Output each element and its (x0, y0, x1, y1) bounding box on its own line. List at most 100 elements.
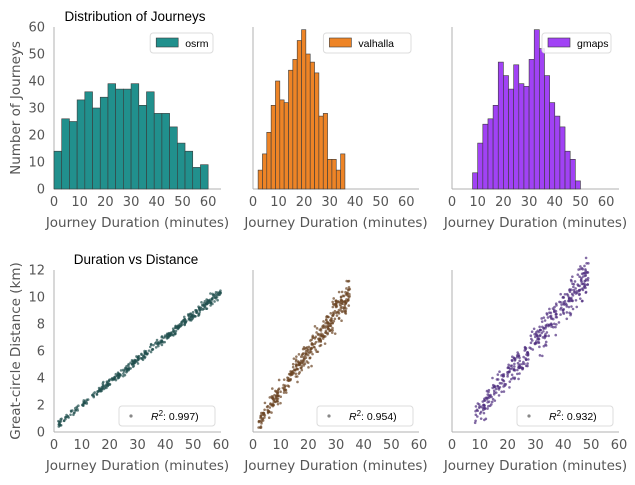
scatter-point (205, 302, 208, 306)
scatter-point (267, 416, 271, 419)
scatter-point (580, 282, 584, 286)
scatter-point (167, 335, 170, 339)
histogram-bar (513, 64, 520, 190)
scatter-point (523, 362, 526, 366)
scatter-point (512, 356, 516, 360)
scatter-point (532, 327, 536, 331)
scatter-point (549, 311, 553, 315)
scatter-point (337, 310, 340, 314)
scatter-point (149, 342, 153, 346)
x-tick-label: 60 (411, 438, 428, 453)
scatter-point (313, 325, 317, 328)
scatter-point (259, 416, 262, 420)
scatter-point (567, 305, 571, 309)
x-tick-label: 10 (71, 195, 88, 210)
scatter-point (199, 306, 202, 309)
scatter-point (537, 330, 541, 334)
scatter-point (584, 268, 587, 271)
scatter-point (146, 352, 149, 355)
scatter-point (521, 362, 524, 366)
histogram-bar (472, 172, 478, 190)
scatter-point (73, 411, 76, 414)
scatter-point (210, 298, 214, 301)
x-tick-label: 0 (448, 195, 456, 210)
scatter-point (270, 403, 274, 407)
scatter-point (324, 324, 328, 328)
scatter-point (261, 417, 265, 421)
scatter-point (484, 396, 488, 400)
scatter-point (474, 409, 477, 413)
histogram-bar (270, 105, 276, 190)
scatter-point (554, 315, 558, 319)
scatter-point (497, 388, 501, 391)
x-axis-label: Journey Duration (minutes) (45, 458, 229, 474)
scatter-point (541, 354, 544, 358)
histogram-bar (296, 40, 302, 190)
scatter-point (325, 315, 328, 319)
scatter-point (348, 292, 351, 296)
scatter-point (296, 380, 299, 384)
histogram-bar (322, 113, 328, 190)
histogram-bar (492, 105, 499, 190)
histogram-bar (327, 159, 333, 190)
y-tick-label: 50 (28, 48, 45, 63)
scatter-point (506, 372, 509, 376)
scatter-point (575, 305, 579, 309)
scatter-point (263, 408, 266, 412)
scatter-point (279, 401, 282, 405)
scatter-point (570, 296, 573, 300)
scatter-point (291, 362, 295, 366)
scatter-point (483, 398, 486, 402)
scatter-point (486, 396, 490, 399)
scatter-point (542, 316, 546, 319)
histogram-bar (123, 88, 132, 190)
scatter-point (316, 350, 320, 354)
histogram-bar (309, 61, 315, 190)
x-tick-label: 10 (270, 195, 287, 210)
scatter-point (491, 376, 494, 380)
scatter-point (548, 307, 551, 311)
scatter-point (322, 325, 325, 328)
x-tick-label: 20 (300, 438, 317, 453)
histogram-bar (503, 75, 509, 190)
scatter-point (274, 396, 278, 399)
scatter-point (125, 364, 128, 368)
scatter-point (262, 412, 266, 416)
x-tick-label: 10 (272, 438, 289, 453)
scatter-point (331, 305, 335, 309)
scatter-point (202, 301, 206, 305)
scatter-point (289, 377, 292, 381)
legend-marker (527, 414, 531, 418)
scatter-point (326, 332, 329, 336)
scatter-point (545, 331, 549, 334)
histogram-bar (575, 180, 581, 190)
scatter-point (518, 372, 521, 375)
scatter-point (494, 391, 498, 394)
scatter-point (322, 335, 326, 338)
scatter-point (300, 365, 304, 368)
scatter-point (529, 334, 533, 337)
scatter-point (542, 330, 545, 333)
scatter-point (559, 313, 562, 316)
scatter-point (483, 418, 486, 422)
scatter-point (299, 355, 303, 358)
scatter-point (257, 426, 260, 429)
scatter-point (510, 373, 514, 377)
scatter-point (487, 404, 490, 408)
scatter-point (287, 385, 291, 388)
scatter-point (216, 298, 219, 302)
x-tick-label: 30 (527, 438, 544, 453)
scatter-point (473, 421, 477, 425)
scatter-point (494, 387, 498, 391)
scatter-point (330, 331, 334, 334)
scatter-point (482, 403, 485, 407)
scatter-point (580, 272, 584, 276)
scatter-point (85, 402, 89, 405)
scatter-point (339, 309, 343, 312)
legend-label: gmaps (577, 38, 609, 50)
scatter-point (524, 358, 528, 362)
scatter-point (507, 363, 510, 367)
scatter-point (322, 320, 325, 323)
scatter-point (523, 345, 527, 349)
scatter-point (517, 377, 520, 381)
